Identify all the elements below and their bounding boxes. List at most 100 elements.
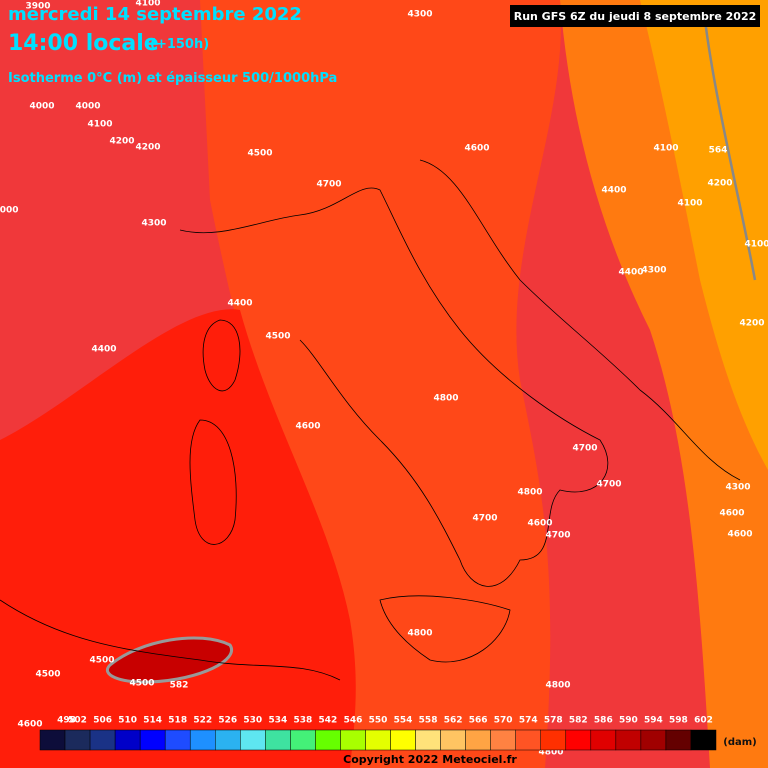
legend-value: 598	[669, 716, 688, 726]
legend-value: 506	[93, 716, 112, 726]
legend-swatch	[540, 729, 567, 751]
legend-swatch	[390, 729, 416, 751]
legend-swatch	[39, 729, 66, 751]
legend-value: 578	[544, 716, 563, 726]
contour-label: 4300	[641, 266, 666, 276]
contour-label: 4600	[17, 720, 42, 730]
legend-unit: (dam)	[723, 737, 756, 748]
contour-label: 4700	[316, 180, 341, 190]
legend-swatch	[265, 729, 291, 751]
contour-label: 4300	[141, 219, 166, 229]
contour-label: 4400	[618, 268, 643, 278]
legend-swatch	[64, 729, 91, 751]
subtitle: Isotherme 0°C (m) et épaisseur 500/1000h…	[8, 71, 337, 86]
legend-swatch	[114, 729, 141, 751]
legend-swatch	[465, 729, 491, 751]
legend-value: 562	[444, 716, 463, 726]
contour-label: 4200	[109, 137, 134, 147]
legend-value: 554	[394, 716, 413, 726]
legend-swatch	[665, 729, 692, 751]
legend-swatch	[189, 729, 216, 751]
legend-swatch	[340, 729, 366, 751]
legend-value: 502	[68, 716, 87, 726]
legend-swatch	[590, 729, 617, 751]
legend-swatch	[315, 729, 341, 751]
legend-value: 542	[319, 716, 338, 726]
contour-label: 4300	[407, 10, 432, 20]
legend-swatch	[565, 729, 592, 751]
contour-label: 4800	[407, 629, 432, 639]
contour-label: 4200	[739, 319, 764, 329]
contour-label: 4200	[707, 179, 732, 189]
contour-label: 4500	[89, 656, 114, 666]
contour-label: 4500	[247, 149, 272, 159]
contour-label: 4400	[91, 345, 116, 355]
legend-value: 538	[293, 716, 312, 726]
legend-swatch	[490, 729, 516, 751]
contour-label: 4600	[464, 144, 489, 154]
contour-label: 4700	[596, 480, 621, 490]
hot-zone	[0, 309, 356, 768]
run-label: Run GFS 6Z du jeudi 8 septembre 2022	[514, 10, 757, 23]
legend-value: 530	[243, 716, 262, 726]
contour-label: 3900	[25, 2, 50, 12]
legend-swatch	[164, 729, 191, 751]
legend-value: 550	[369, 716, 388, 726]
legend-value: 586	[594, 716, 613, 726]
contour-label: 4700	[545, 531, 570, 541]
legend-swatch	[365, 729, 391, 751]
legend-swatch	[440, 729, 466, 751]
contour-label: 4800	[545, 681, 570, 691]
legend-value: 526	[218, 716, 237, 726]
light-orange-zone	[640, 0, 768, 470]
contour-label: 4500	[265, 332, 290, 342]
legend-value: 566	[469, 716, 488, 726]
contour-label: 4300	[725, 483, 750, 493]
contour-label: 4000	[75, 102, 100, 112]
contour-label: 4400	[227, 299, 252, 309]
contour-label: 4700	[572, 444, 597, 454]
contour-label: 4100	[677, 199, 702, 209]
contour-label: 4500	[35, 670, 60, 680]
warm-core	[106, 636, 233, 684]
legend-swatch	[139, 729, 166, 751]
contour-label: 4600	[727, 530, 752, 540]
legend-swatch	[690, 729, 717, 751]
legend-swatch	[290, 729, 316, 751]
contour-label: 4700	[472, 514, 497, 524]
warm-zone	[200, 0, 561, 768]
contour-label: 564	[709, 146, 728, 156]
legend-value: 518	[168, 716, 187, 726]
contour-label: 4400	[601, 186, 626, 196]
contour-label: 4000	[0, 206, 19, 216]
legend-swatch	[240, 729, 266, 751]
contour-label: 4600	[295, 422, 320, 432]
contour-label: 4800	[538, 748, 563, 758]
legend-value: 522	[193, 716, 212, 726]
contour-label: 4100	[744, 240, 768, 250]
legend-swatch	[640, 729, 667, 751]
legend-value: 582	[569, 716, 588, 726]
legend-value: 574	[519, 716, 538, 726]
legend-value: 546	[344, 716, 363, 726]
legend-value: 590	[619, 716, 638, 726]
date: mercredi 14 septembre 2022	[8, 4, 302, 25]
legend-value: 602	[694, 716, 713, 726]
legend-value: 534	[268, 716, 287, 726]
legend-value: 570	[494, 716, 513, 726]
legend-swatch	[615, 729, 642, 751]
contour-label: 4100	[135, 0, 160, 9]
time: 14:00 locale	[8, 31, 159, 56]
legend-value: 514	[143, 716, 162, 726]
legend-value: 510	[118, 716, 137, 726]
contour-label: 4800	[433, 394, 458, 404]
legend-swatch	[515, 729, 541, 751]
lead: (+150h)	[150, 37, 209, 52]
run-box	[510, 5, 760, 27]
contour-label: 4800	[517, 488, 542, 498]
contour-label: 4500	[129, 679, 154, 689]
legend-swatch	[215, 729, 241, 751]
legend-value: 558	[419, 716, 438, 726]
